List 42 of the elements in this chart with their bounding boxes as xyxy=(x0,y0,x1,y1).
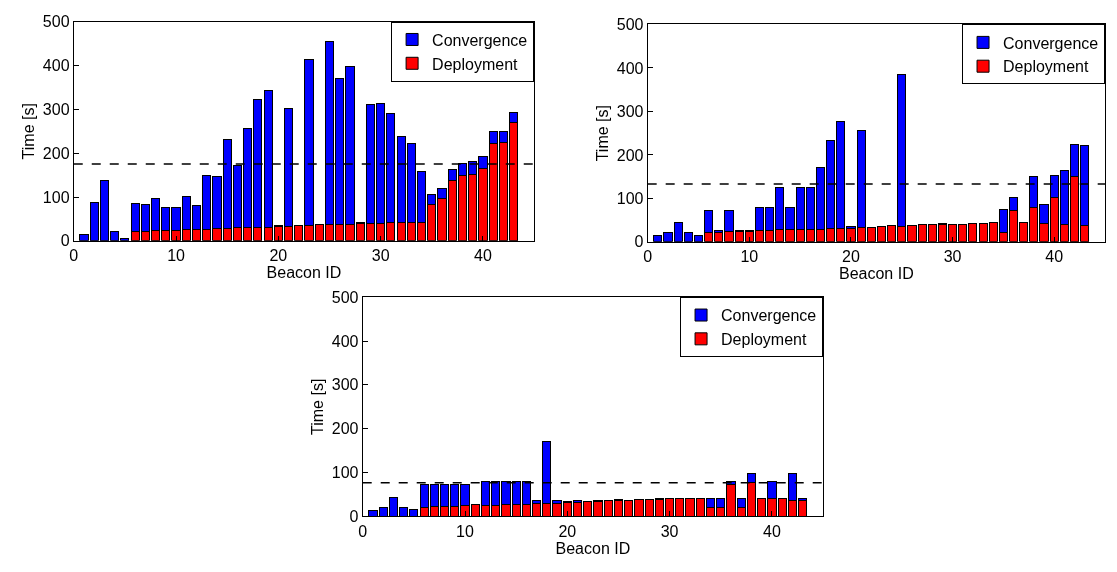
x-tick-label: 20 xyxy=(269,247,288,265)
x-axis-title: Beacon ID xyxy=(555,539,631,557)
x-tick-label: 10 xyxy=(740,248,759,266)
x-axis-title: Beacon ID xyxy=(839,265,914,283)
x-tick-label: 10 xyxy=(167,247,186,265)
x-tick-label: 30 xyxy=(943,248,962,266)
y-tick-label: 400 xyxy=(616,59,644,77)
y-tick-label: 200 xyxy=(42,144,70,162)
x-axis-title: Beacon ID xyxy=(266,264,342,282)
x-tick-label: 40 xyxy=(474,247,492,265)
x-tick-label: 30 xyxy=(660,522,679,540)
y-tick-label: 500 xyxy=(42,13,70,31)
y-tick-label: 500 xyxy=(616,16,644,34)
y-tick-label: 0 xyxy=(349,508,359,526)
y-tick-label: 200 xyxy=(331,420,359,438)
x-tick-label: 30 xyxy=(371,247,390,265)
y-tick-label: 300 xyxy=(42,100,70,118)
y-tick-label: 300 xyxy=(616,103,644,121)
y-axis-title: Time [s] xyxy=(593,105,611,162)
y-tick-label: 100 xyxy=(42,188,70,206)
legend-label: Deployment xyxy=(432,55,519,73)
y-tick-label: 300 xyxy=(331,376,359,394)
legend-label: Convergence xyxy=(721,307,817,325)
x-tick-label: 40 xyxy=(763,522,781,540)
y-tick-label: 0 xyxy=(634,233,644,251)
x-tick-label: 40 xyxy=(1045,248,1064,266)
y-tick-label: 400 xyxy=(42,57,70,75)
y-tick-label: 200 xyxy=(616,146,644,164)
y-tick-label: 0 xyxy=(60,232,70,250)
y-tick-label: 500 xyxy=(331,288,359,306)
x-tick-label: 20 xyxy=(558,522,577,540)
legend-label: Deployment xyxy=(721,331,807,349)
x-tick-label: 20 xyxy=(842,248,860,266)
legend-label: Convergence xyxy=(1003,34,1099,52)
y-axis-title: Time [s] xyxy=(308,378,326,435)
y-axis-title: Time [s] xyxy=(19,103,37,160)
x-tick-label: 10 xyxy=(456,522,475,540)
y-tick-label: 100 xyxy=(616,189,644,207)
y-tick-label: 100 xyxy=(331,464,359,482)
y-tick-label: 400 xyxy=(331,332,359,350)
legend-label: Deployment xyxy=(1003,58,1089,76)
legend-label: Convergence xyxy=(432,31,528,49)
